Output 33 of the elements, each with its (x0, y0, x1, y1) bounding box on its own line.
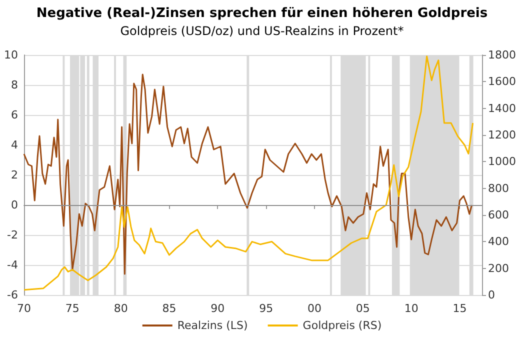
y2-tick-label: 1600 (488, 75, 516, 88)
y-tick-label: 4 (11, 138, 18, 152)
y2-tick-label: 200 (488, 262, 509, 275)
x-tick-label: 90 (210, 302, 225, 315)
legend-label: Goldpreis (RS) (302, 319, 382, 332)
y2-tick-label: 1200 (488, 128, 516, 142)
y-tick-label: -6 (7, 288, 18, 302)
y2-tick-label: 400 (488, 235, 509, 248)
x-tick-label: 95 (259, 302, 274, 315)
y-tick-label: -2 (7, 228, 18, 242)
y-tick-label: 10 (4, 48, 18, 62)
legend-label: Realzins (LS) (177, 319, 248, 332)
y-tick-label: 6 (11, 108, 18, 122)
x-tick-label: 70 (17, 302, 31, 315)
x-tick-label: 05 (356, 302, 370, 315)
y-tick-label: -4 (7, 258, 18, 272)
x-tick-label: 80 (114, 302, 128, 315)
x-tick-label: 10 (404, 302, 418, 315)
y-tick-label: 8 (11, 78, 18, 92)
x-tick-label: 85 (162, 302, 176, 315)
x-tick-label: 00 (307, 302, 322, 315)
chart-title: Negative (Real-)Zinsen sprechen für einen höheren Goldpreis (36, 6, 488, 21)
y-tick-label: 2 (11, 168, 18, 182)
y2-tick-label: 1000 (488, 155, 516, 168)
y2-tick-label: 600 (488, 208, 509, 222)
y2-tick-label: 1400 (488, 102, 516, 115)
y2-tick-label: 0 (488, 288, 495, 302)
chart-subtitle: Goldpreis (USD/oz) und US-Realzins in Prozent* (120, 24, 404, 38)
y2-tick-label: 800 (488, 182, 509, 195)
y-tick-label: 0 (11, 198, 18, 212)
x-tick-label: 75 (65, 302, 80, 315)
y2-tick-label: 1800 (488, 48, 516, 62)
x-tick-label: 15 (452, 302, 467, 315)
